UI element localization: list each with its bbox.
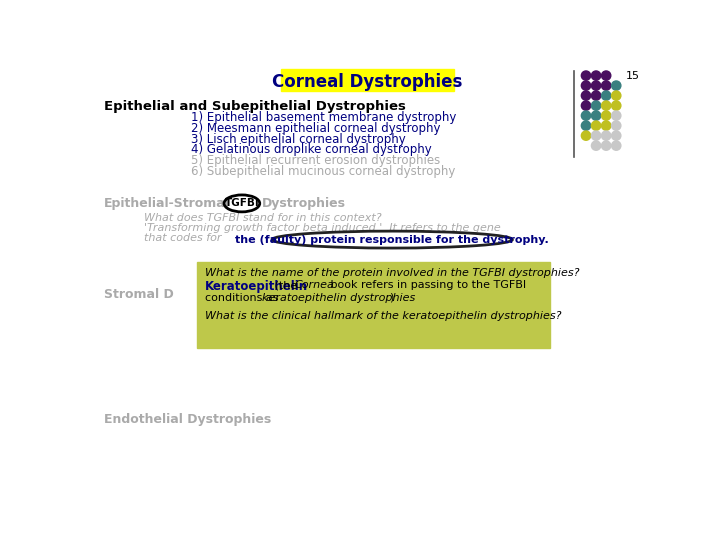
Text: 2) Meesmann epithelial corneal dystrophy: 2) Meesmann epithelial corneal dystrophy	[191, 122, 440, 135]
Circle shape	[591, 111, 600, 120]
Circle shape	[611, 111, 621, 120]
Circle shape	[591, 101, 600, 110]
Circle shape	[591, 141, 600, 150]
Circle shape	[581, 111, 590, 120]
Circle shape	[601, 91, 611, 100]
Text: 4) Gelatinous droplike corneal dystrophy: 4) Gelatinous droplike corneal dystrophy	[191, 143, 431, 157]
Circle shape	[601, 101, 611, 110]
Circle shape	[581, 121, 590, 130]
Text: 3) Lisch epithelial corneal dystrophy: 3) Lisch epithelial corneal dystrophy	[191, 132, 405, 146]
Text: (the: (the	[271, 280, 301, 291]
Text: Stromal D: Stromal D	[104, 288, 174, 301]
Text: 6) Subepithelial mucinous corneal dystrophy: 6) Subepithelial mucinous corneal dystro…	[191, 165, 455, 178]
Text: Dystrophies: Dystrophies	[262, 197, 346, 210]
Circle shape	[591, 121, 600, 130]
Text: Endothelial Dystrophies: Endothelial Dystrophies	[104, 413, 271, 426]
Circle shape	[591, 71, 600, 80]
Circle shape	[601, 111, 611, 120]
Circle shape	[601, 81, 611, 90]
Circle shape	[611, 101, 621, 110]
Text: Epithelial-Stromal: Epithelial-Stromal	[104, 197, 230, 210]
Text: TGFBI: TGFBI	[225, 198, 259, 208]
FancyBboxPatch shape	[197, 262, 550, 348]
Text: 1) Epithelial basement membrane dystrophy: 1) Epithelial basement membrane dystroph…	[191, 111, 456, 124]
Circle shape	[581, 131, 590, 140]
Text: 5) Epithelial recurrent erosion dystrophies: 5) Epithelial recurrent erosion dystroph…	[191, 154, 440, 167]
Circle shape	[611, 131, 621, 140]
Text: the (faulty) protein responsible for the dystrophy.: the (faulty) protein responsible for the…	[235, 234, 549, 245]
Circle shape	[581, 101, 590, 110]
Circle shape	[591, 91, 600, 100]
Text: What does TGFBI stand for in this context?: What does TGFBI stand for in this contex…	[144, 213, 382, 224]
Text: conditions as: conditions as	[204, 293, 282, 303]
Text: What is the name of the protein involved in the TGFBI dystrophies?: What is the name of the protein involved…	[204, 268, 579, 278]
Text: Cornea: Cornea	[294, 280, 335, 291]
Circle shape	[581, 81, 590, 90]
Text: Corneal Dystrophies: Corneal Dystrophies	[272, 73, 463, 91]
Circle shape	[611, 121, 621, 130]
Circle shape	[601, 71, 611, 80]
Text: ): )	[389, 293, 394, 303]
Text: What is the clinical hallmark of the keratoepithelin dystrophies?: What is the clinical hallmark of the ker…	[204, 311, 561, 321]
Circle shape	[591, 81, 600, 90]
Circle shape	[601, 141, 611, 150]
Circle shape	[581, 91, 590, 100]
Circle shape	[611, 81, 621, 90]
Text: 'Transforming growth factor beta induced.'  It refers to the gene: 'Transforming growth factor beta induced…	[144, 224, 501, 233]
Text: 15: 15	[626, 71, 640, 81]
Text: book refers in passing to the TGFBI: book refers in passing to the TGFBI	[327, 280, 526, 291]
Circle shape	[611, 141, 621, 150]
Text: keratoepithelin dystrophies: keratoepithelin dystrophies	[262, 293, 415, 303]
Circle shape	[611, 91, 621, 100]
Circle shape	[591, 131, 600, 140]
Text: Epithelial and Subepithelial Dystrophies: Epithelial and Subepithelial Dystrophies	[104, 100, 406, 113]
FancyBboxPatch shape	[281, 70, 454, 91]
Text: Keratoepithelin: Keratoepithelin	[204, 280, 308, 293]
Text: that codes for: that codes for	[144, 233, 222, 244]
Circle shape	[601, 131, 611, 140]
Circle shape	[601, 121, 611, 130]
Circle shape	[581, 71, 590, 80]
